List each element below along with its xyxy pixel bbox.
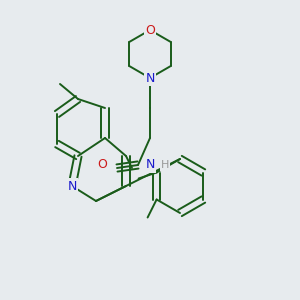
- Text: N: N: [145, 158, 155, 172]
- Text: N: N: [145, 71, 155, 85]
- Text: O: O: [97, 158, 107, 172]
- Text: O: O: [145, 23, 155, 37]
- Text: N: N: [67, 179, 77, 193]
- Text: H: H: [161, 160, 169, 170]
